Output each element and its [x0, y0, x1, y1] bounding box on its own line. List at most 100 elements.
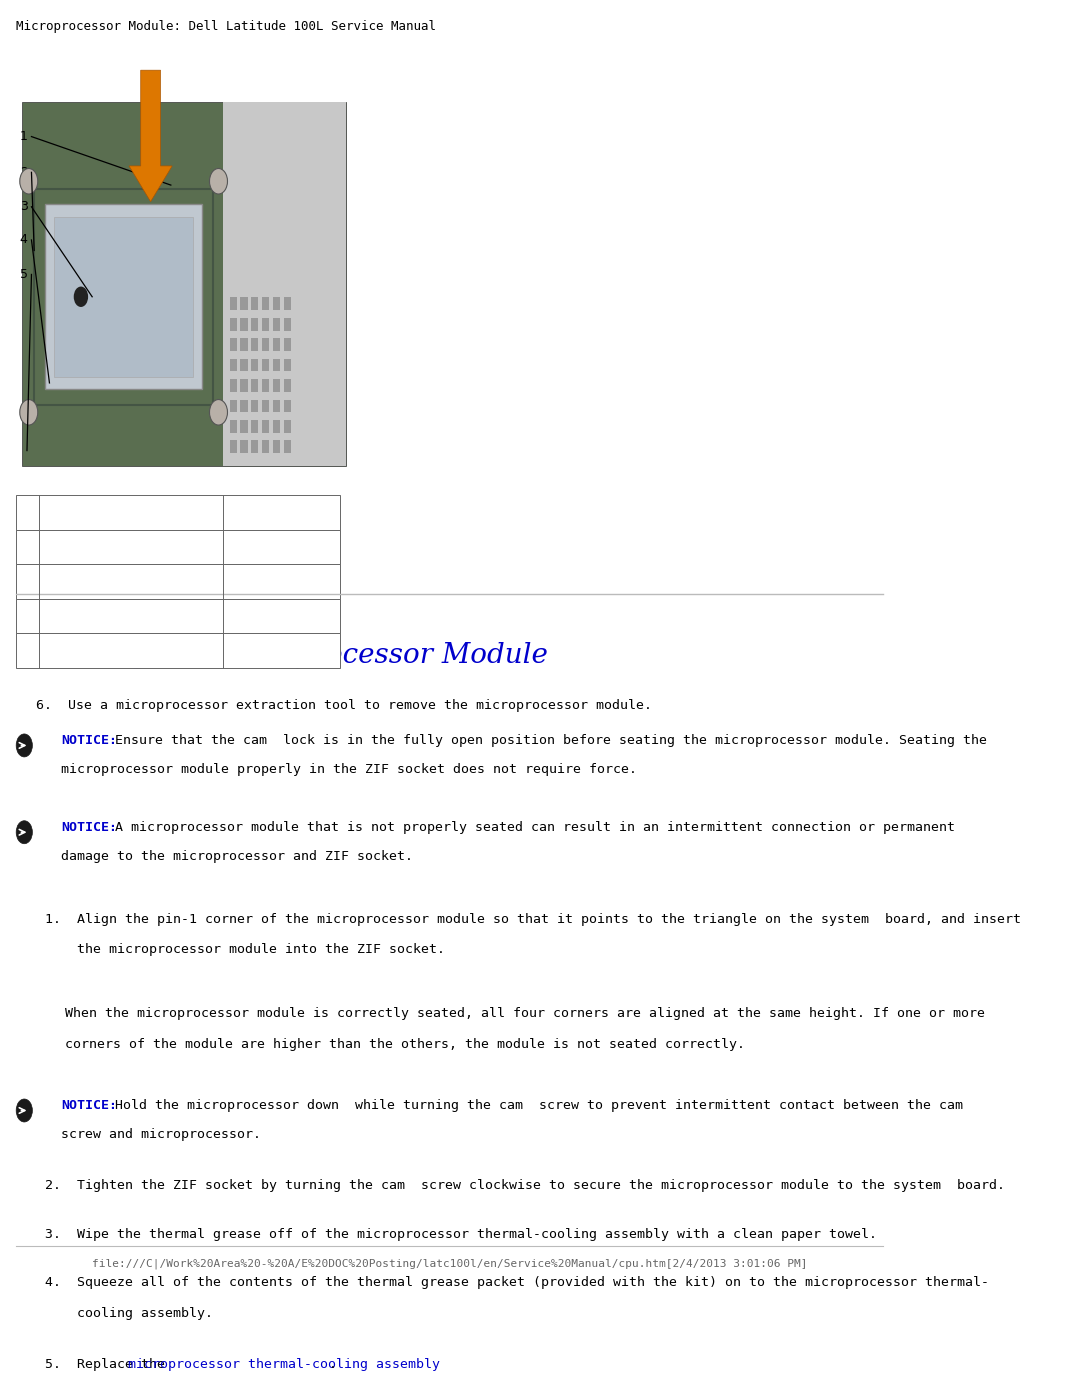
- Bar: [230, 440, 237, 453]
- Point: [32, 624, 45, 641]
- Text: Ensure that the cam  lock is in the fully open position before seating the micro: Ensure that the cam lock is in the fully…: [116, 733, 987, 747]
- Point: [216, 591, 229, 608]
- Circle shape: [19, 169, 38, 194]
- Text: see Mini RSL: see Mini RSL: [228, 576, 318, 588]
- Text: Hold the microprocessor down  while turning the cam  screw to prevent intermitte: Hold the microprocessor down while turni…: [116, 1099, 963, 1112]
- Text: 5: 5: [21, 644, 28, 657]
- Point: [32, 591, 45, 608]
- Circle shape: [16, 821, 32, 844]
- Point: [216, 556, 229, 573]
- Bar: [230, 379, 237, 393]
- Bar: [262, 298, 269, 310]
- Text: 2.  Tighten the ZIF socket by turning the cam  screw clockwise to secure the mic: 2. Tighten the ZIF socket by turning the…: [45, 1179, 1005, 1193]
- Text: When the microprocessor module is correctly seated, all four corners are aligned: When the microprocessor module is correc…: [65, 1007, 985, 1020]
- Bar: [273, 440, 280, 453]
- Circle shape: [19, 400, 38, 425]
- Bar: [241, 319, 247, 331]
- Text: microprocessor module: microprocessor module: [43, 576, 201, 588]
- Line: 2 pts: 2 pts: [31, 137, 171, 184]
- Text: 4.  Squeeze all of the contents of the thermal grease packet (provided with the : 4. Squeeze all of the contents of the th…: [45, 1277, 989, 1289]
- Bar: [16, 599, 340, 633]
- Bar: [252, 359, 258, 372]
- Bar: [230, 338, 237, 351]
- Bar: [262, 440, 269, 453]
- Bar: [284, 338, 291, 351]
- Bar: [284, 440, 291, 453]
- Text: 2: 2: [21, 541, 28, 553]
- Bar: [230, 359, 237, 372]
- Point: [216, 521, 229, 538]
- Point: [85, 288, 98, 305]
- Line: 2 pts: 2 pts: [31, 207, 92, 296]
- Bar: [241, 400, 247, 412]
- Text: 4: 4: [21, 609, 28, 623]
- Bar: [230, 420, 237, 433]
- Point: [21, 443, 33, 460]
- Bar: [241, 298, 247, 310]
- Point: [32, 591, 45, 608]
- Point: [323, 1366, 336, 1383]
- Text: 5: 5: [19, 268, 28, 281]
- Bar: [241, 420, 247, 433]
- Text: 4: 4: [19, 233, 28, 246]
- Bar: [273, 319, 280, 331]
- Bar: [16, 633, 340, 668]
- Bar: [241, 359, 247, 372]
- Point: [216, 556, 229, 573]
- Point: [32, 521, 45, 538]
- Bar: [252, 420, 258, 433]
- Text: NOTICE:: NOTICE:: [62, 1099, 117, 1112]
- Bar: [284, 298, 291, 310]
- Text: damage to the microprocessor and ZIF socket.: damage to the microprocessor and ZIF soc…: [62, 851, 414, 863]
- Bar: [273, 379, 280, 393]
- Point: [216, 521, 229, 538]
- Text: 3: 3: [21, 576, 28, 588]
- Point: [25, 198, 38, 215]
- Bar: [230, 400, 237, 412]
- Bar: [45, 204, 202, 390]
- Text: the microprocessor module into the ZIF socket.: the microprocessor module into the ZIF s…: [45, 943, 445, 957]
- Text: Installing the Microprocessor Module: Installing the Microprocessor Module: [16, 643, 548, 669]
- Bar: [16, 564, 340, 599]
- Bar: [252, 440, 258, 453]
- Point: [25, 129, 38, 145]
- Bar: [273, 298, 280, 310]
- Text: 2: 2: [19, 166, 28, 179]
- Point: [216, 591, 229, 608]
- Text: pin-1 corner of microprocessor: pin-1 corner of microprocessor: [43, 609, 268, 623]
- Bar: [224, 102, 347, 465]
- Point: [32, 556, 45, 573]
- Text: microprocessor thermal-cooling assembly: microprocessor thermal-cooling assembly: [127, 1358, 440, 1370]
- Point: [216, 659, 229, 676]
- Bar: [273, 338, 280, 351]
- Bar: [252, 319, 258, 331]
- Line: 2 pts: 2 pts: [27, 274, 31, 451]
- Text: triangle on system  board: triangle on system board: [43, 644, 231, 657]
- Point: [25, 265, 38, 282]
- Bar: [284, 319, 291, 331]
- Bar: [16, 496, 340, 529]
- Bar: [273, 400, 280, 412]
- Text: 1: 1: [21, 506, 28, 520]
- Bar: [252, 298, 258, 310]
- Point: [32, 488, 45, 504]
- Point: [216, 624, 229, 641]
- Bar: [262, 400, 269, 412]
- Point: [28, 242, 41, 258]
- Bar: [9, 64, 387, 479]
- Bar: [262, 420, 269, 433]
- Circle shape: [73, 286, 89, 307]
- Text: file:///C|/Work%20Area%20-%20A/E%20DOC%20Posting/latc100l/en/Service%20Manual/cp: file:///C|/Work%20Area%20-%20A/E%20DOC%2…: [92, 1259, 808, 1268]
- Circle shape: [16, 1099, 32, 1122]
- Text: NOTICE:: NOTICE:: [62, 733, 117, 747]
- Bar: [16, 529, 340, 564]
- Text: 1: 1: [19, 130, 28, 142]
- Line: 2 pts: 2 pts: [31, 240, 50, 383]
- Bar: [262, 359, 269, 372]
- Point: [164, 176, 177, 193]
- Point: [216, 488, 229, 504]
- Point: [25, 232, 38, 249]
- Point: [25, 163, 38, 180]
- Bar: [54, 217, 193, 377]
- Circle shape: [210, 169, 228, 194]
